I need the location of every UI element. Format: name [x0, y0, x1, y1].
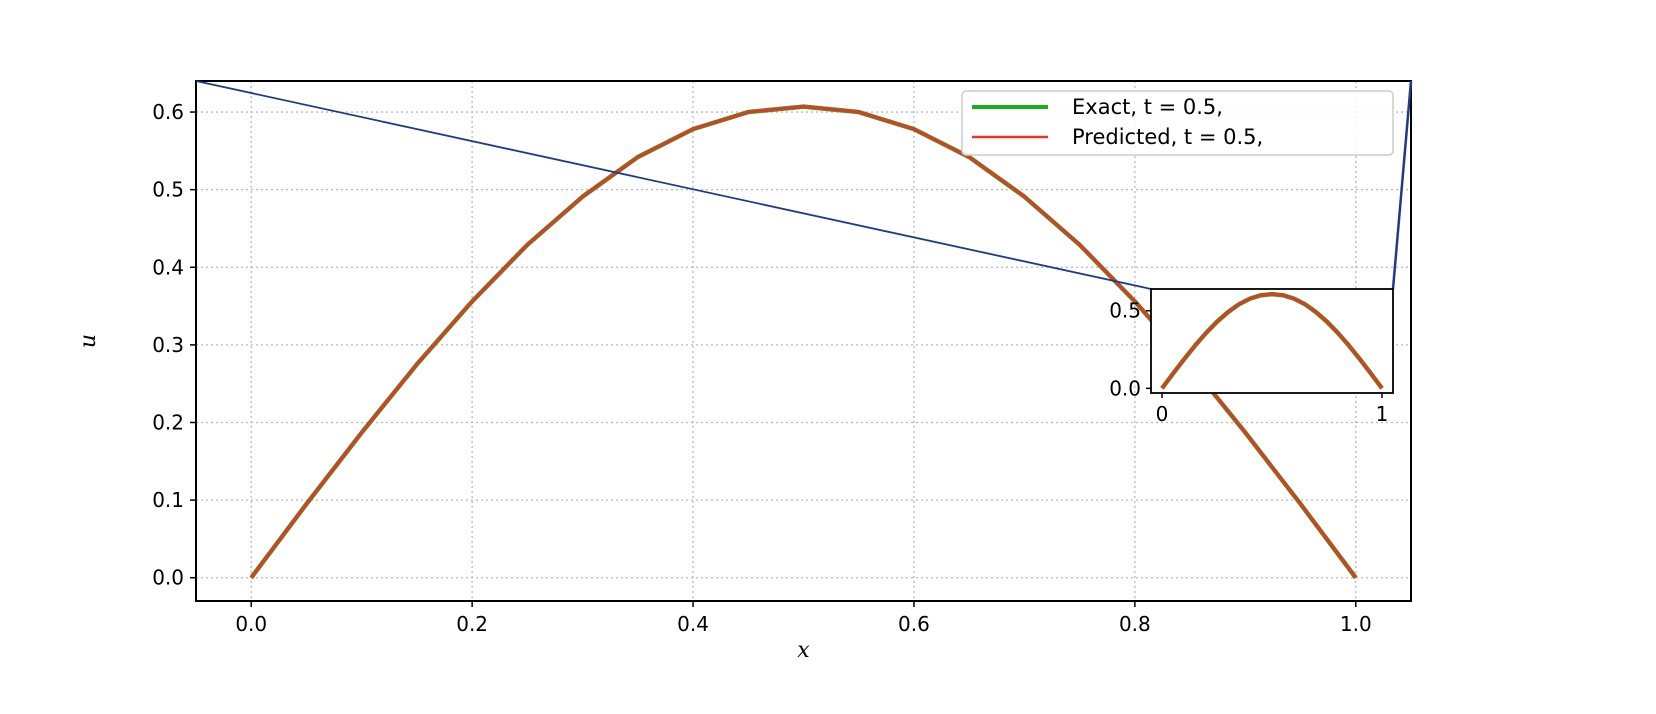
connector-line-right — [1391, 80, 1413, 290]
legend-label-predicted: Predicted, t = 0.5, — [1072, 125, 1263, 149]
connector-line-left — [195, 80, 1152, 290]
y-tick-label: 0.4 — [152, 255, 184, 279]
inset-x-tick-label: 1 — [1376, 402, 1389, 426]
inset-y-tick-label: 0.0 — [1109, 376, 1141, 400]
inset-series-line-predicted — [1160, 292, 1384, 390]
inset-x-tick-label: 0 — [1156, 402, 1169, 426]
x-tick-label: 0.2 — [456, 612, 488, 636]
grid — [196, 81, 1411, 601]
x-axis-label: x — [797, 638, 810, 663]
legend-box — [961, 90, 1394, 156]
y-axis-ticks: 0.0 0.1 0.2 0.3 0.4 0.5 0.6 — [152, 100, 196, 590]
y-tick-label: 0.5 — [152, 178, 184, 202]
inset-y-tick-label: 0.5 — [1109, 299, 1141, 323]
inset-frame — [1150, 288, 1394, 394]
inset-axes: 0 1 0.0 0.5 — [1109, 288, 1394, 426]
inset-background — [1151, 289, 1393, 393]
y-tick-label: 0.3 — [152, 333, 184, 357]
legend-label-exact: Exact, t = 0.5, — [1072, 95, 1223, 119]
x-tick-label: 0.6 — [898, 612, 930, 636]
x-tick-label: 0.4 — [677, 612, 709, 636]
y-tick-label: 0.1 — [152, 488, 184, 512]
y-axis-label: u — [76, 334, 101, 348]
y-tick-label: 0.2 — [152, 410, 184, 434]
x-tick-label: 0.8 — [1119, 612, 1151, 636]
x-axis-ticks: 0.0 0.2 0.4 0.6 0.8 1.0 — [235, 601, 1372, 636]
inset-connector-lines — [195, 80, 1413, 290]
x-tick-label: 0.0 — [235, 612, 267, 636]
x-tick-label: 1.0 — [1340, 612, 1372, 636]
y-tick-label: 0.6 — [152, 100, 184, 124]
legend: Exact, t = 0.5, Predicted, t = 0.5, — [961, 90, 1394, 156]
y-tick-label: 0.0 — [152, 566, 184, 590]
main-axes-frame — [195, 80, 1412, 602]
